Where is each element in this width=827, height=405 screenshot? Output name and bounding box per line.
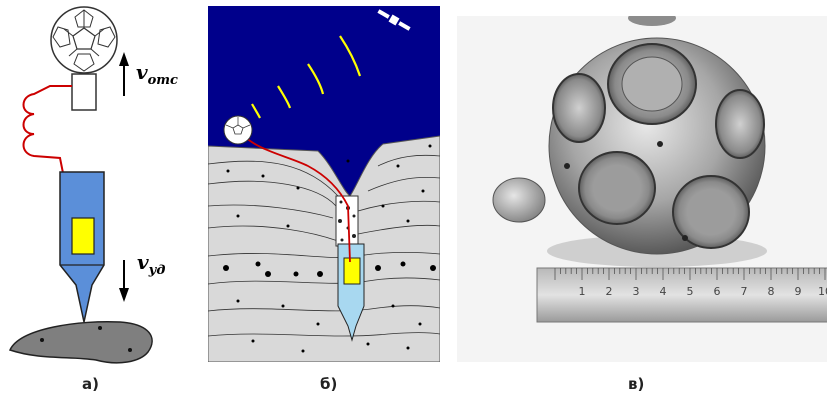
down-arrow-icon <box>119 260 129 302</box>
velocity-down-label: vуд <box>137 250 166 278</box>
sensor-stem <box>71 73 97 111</box>
panel-b-svg <box>207 6 441 363</box>
payload-block <box>343 257 361 285</box>
ruler-number: 4 <box>660 285 667 298</box>
panel-a-svg <box>8 6 153 364</box>
coin-icon <box>492 177 546 223</box>
ruler-number: 7 <box>741 285 748 298</box>
payload-block <box>71 217 95 255</box>
signal-waves <box>251 35 362 119</box>
up-arrow-icon <box>119 52 129 96</box>
velocity-up-label: vотс <box>136 60 178 88</box>
ruler-number: 5 <box>687 285 694 298</box>
spherical-probe-device <box>548 10 766 255</box>
caption-b: б) <box>320 375 338 393</box>
ruler-number: 6 <box>714 285 721 298</box>
ruler-number: 1 <box>579 285 586 298</box>
ruler-icon: 1 2 3 4 5 6 7 8 9 10 <box>536 267 827 323</box>
ruler-number: 2 <box>606 285 613 298</box>
panel-c-photo: 1 2 3 4 5 6 7 8 9 10 <box>457 10 827 362</box>
caption-a: а) <box>82 375 99 393</box>
ruler-number: 8 <box>768 285 775 298</box>
ruler-number: 10 <box>818 285 827 298</box>
satellite-icon <box>377 9 411 31</box>
panel-a-diagram: vотс vуд <box>0 0 205 401</box>
target-rock <box>8 320 153 364</box>
tether-cable <box>22 85 77 221</box>
panel-c-svg: 1 2 3 4 5 6 7 8 9 10 <box>457 10 827 362</box>
tether-cable <box>241 133 351 263</box>
ruler-number: 3 <box>633 285 640 298</box>
caption-c: в) <box>628 375 645 393</box>
panel-b-diagram <box>207 6 441 363</box>
soil-particles <box>223 144 436 353</box>
soccer-ball-sensor-icon <box>50 6 118 74</box>
ruler-number: 9 <box>795 285 802 298</box>
soil-ground <box>207 135 441 363</box>
soccer-ball-sensor-icon <box>223 115 253 145</box>
